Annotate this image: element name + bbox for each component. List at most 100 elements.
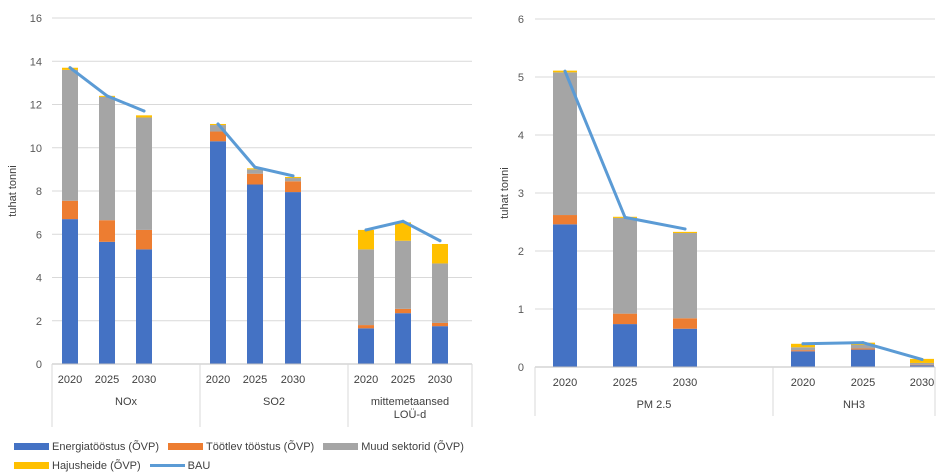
right-bar-hajusheide-vp-5 xyxy=(910,358,934,363)
right-bar-muud-sektorid-vp-2 xyxy=(673,233,697,319)
left-bar-hajusheide-vp-7 xyxy=(395,222,411,241)
left-bar-muud-sektorid-vp-0 xyxy=(62,69,78,201)
legend-item-bau: BAU xyxy=(149,459,211,472)
left-bau-point-nox-2020 xyxy=(68,66,72,70)
left-ytick-label-16: 16 xyxy=(30,13,42,25)
right-ytick-label-4: 4 xyxy=(518,130,524,142)
left-bar-muud-sektorid-vp-4 xyxy=(247,169,263,174)
left-bar-energiat-stus-vp-5 xyxy=(285,192,301,364)
right-bau-point-pm-2-5-2030 xyxy=(683,227,687,231)
left-bar-muud-sektorid-vp-8 xyxy=(432,263,448,323)
legend-label-energiatoostus: Energiatööstus (ÕVP) xyxy=(52,440,159,453)
legend-item-energiatoostus: Energiatööstus (ÕVP) xyxy=(14,441,159,453)
right-bar-t-tlev-t-stus-vp-5 xyxy=(910,364,934,366)
left-group-label-nox: NOx xyxy=(115,396,138,408)
right-bar-t-tlev-t-stus-vp-3 xyxy=(791,350,815,352)
right-bar-muud-sektorid-vp-5 xyxy=(910,362,934,365)
right-bar-t-tlev-t-stus-vp-1 xyxy=(613,313,637,325)
left-bar-muud-sektorid-vp-6 xyxy=(358,249,374,326)
left-category-label-nox-2020: 2020 xyxy=(58,374,82,386)
left-bar-energiat-stus-vp-8 xyxy=(432,326,448,364)
legend-item-tootlev-toostus: Töötlev tööstus (ÕVP) xyxy=(168,441,314,453)
left-ytick-label-4: 4 xyxy=(36,273,42,285)
left-bar-hajusheide-vp-2 xyxy=(136,115,152,118)
legend-row-1: Energiatööstus (ÕVP) Töötlev tööstus (ÕV… xyxy=(14,437,484,456)
left-bau-point-nox-2030 xyxy=(142,109,146,113)
right-bar-hajusheide-vp-1 xyxy=(613,216,637,218)
right-ytick-label-0: 0 xyxy=(518,362,524,374)
left-ytick-label-2: 2 xyxy=(36,316,42,328)
right-bar-energiat-stus-vp-5 xyxy=(910,365,934,367)
left-bar-energiat-stus-vp-7 xyxy=(395,313,411,364)
right-category-label-pm-2-5-2020: 2020 xyxy=(553,377,577,389)
right-bar-t-tlev-t-stus-vp-2 xyxy=(673,318,697,329)
left-bar-t-tlev-t-stus-vp-6 xyxy=(358,325,374,329)
left-bar-t-tlev-t-stus-vp-8 xyxy=(432,322,448,327)
left-group-label-mittemetaansed-lo-d-line-1: LOÜ-d xyxy=(394,409,426,421)
right-bar-hajusheide-vp-4 xyxy=(851,342,875,345)
left-bar-energiat-stus-vp-0 xyxy=(62,219,78,364)
right-bau-point-nh3-2030 xyxy=(920,357,924,361)
right-bar-hajusheide-vp-2 xyxy=(673,231,697,234)
left-category-label-mittemetaansed-lo-d-2025: 2025 xyxy=(391,374,415,386)
right-bar-hajusheide-vp-3 xyxy=(791,343,815,348)
left-category-label-nox-2030: 2030 xyxy=(132,374,156,386)
right-y-axis-title: tuhat tonni xyxy=(499,167,511,218)
right-bar-t-tlev-t-stus-vp-0 xyxy=(553,215,577,225)
left-bau-point-nox-2025 xyxy=(105,94,109,98)
left-category-label-mittemetaansed-lo-d-2030: 2030 xyxy=(428,374,452,386)
legend-label-bau: BAU xyxy=(187,459,211,472)
legend-swatch-energiatoostus xyxy=(14,443,49,450)
right-category-label-pm-2-5-2025: 2025 xyxy=(613,377,637,389)
left-bar-t-tlev-t-stus-vp-1 xyxy=(99,220,115,242)
left-category-label-so2-2025: 2025 xyxy=(243,374,267,386)
left-bar-energiat-stus-vp-3 xyxy=(210,141,226,364)
left-bau-point-so2-2025 xyxy=(253,165,257,169)
legend-swatch-bau xyxy=(149,464,185,467)
right-bar-hajusheide-vp-0 xyxy=(553,70,577,73)
legend-swatch-muud-sektorid xyxy=(323,443,359,450)
right-ytick-label-2: 2 xyxy=(518,246,524,258)
left-bar-energiat-stus-vp-6 xyxy=(358,328,374,364)
left-category-label-mittemetaansed-lo-d-2020: 2020 xyxy=(354,374,378,386)
left-bar-hajusheide-vp-8 xyxy=(432,243,448,264)
left-bau-point-so2-2030 xyxy=(291,174,295,178)
legend-swatch-tootlev-toostus xyxy=(168,443,203,450)
right-ytick-label-1: 1 xyxy=(518,304,524,316)
left-ytick-label-6: 6 xyxy=(36,229,42,241)
legend-item-muud-sektorid: Muud sektorid (ÕVP) xyxy=(323,441,464,453)
left-bar-t-tlev-t-stus-vp-5 xyxy=(285,181,301,193)
right-ytick-label-3: 3 xyxy=(518,188,524,200)
left-category-label-nox-2025: 2025 xyxy=(95,374,119,386)
left-bar-t-tlev-t-stus-vp-7 xyxy=(395,308,411,314)
left-bar-muud-sektorid-vp-7 xyxy=(395,240,411,309)
left-bar-energiat-stus-vp-1 xyxy=(99,241,115,364)
right-ytick-label-6: 6 xyxy=(518,14,524,26)
right-ytick-label-5: 5 xyxy=(518,72,524,84)
right-bau-point-nh3-2020 xyxy=(801,342,805,346)
legend-label-muud-sektorid: Muud sektorid (ÕVP) xyxy=(361,440,464,453)
left-bau-point-mittemetaansed-lo-d-2030 xyxy=(438,239,442,243)
right-bau-point-pm-2-5-2020 xyxy=(563,69,567,73)
left-group-label-so2: SO2 xyxy=(263,396,285,408)
legend-label-tootlev-toostus: Töötlev tööstus (ÕVP) xyxy=(206,440,315,453)
left-bau-point-mittemetaansed-lo-d-2020 xyxy=(364,228,368,232)
right-bau-line-pm-2-5 xyxy=(563,69,687,231)
left-bau-point-so2-2020 xyxy=(216,122,220,126)
left-bar-energiat-stus-vp-2 xyxy=(136,249,152,364)
right-group-label-pm-2-5: PM 2.5 xyxy=(637,399,672,411)
left-bar-t-tlev-t-stus-vp-4 xyxy=(247,173,263,185)
left-y-axis-title: tuhat tonni xyxy=(7,165,19,216)
left-ytick-label-14: 14 xyxy=(30,56,42,68)
legend-row-2: Hajusheide (ÕVP) BAU xyxy=(14,456,484,475)
right-bau-point-pm-2-5-2025 xyxy=(623,215,627,219)
right-bar-t-tlev-t-stus-vp-4 xyxy=(851,348,875,350)
legend-label-hajusheide: Hajusheide (ÕVP) xyxy=(52,459,141,472)
right-bar-energiat-stus-vp-3 xyxy=(791,351,815,367)
right-bar-energiat-stus-vp-0 xyxy=(553,224,577,367)
right-bar-muud-sektorid-vp-1 xyxy=(613,217,637,314)
left-category-label-so2-2020: 2020 xyxy=(206,374,230,386)
left-bar-muud-sektorid-vp-3 xyxy=(210,125,226,132)
right-category-label-nh3-2025: 2025 xyxy=(851,377,875,389)
right-bar-energiat-stus-vp-2 xyxy=(673,328,697,367)
